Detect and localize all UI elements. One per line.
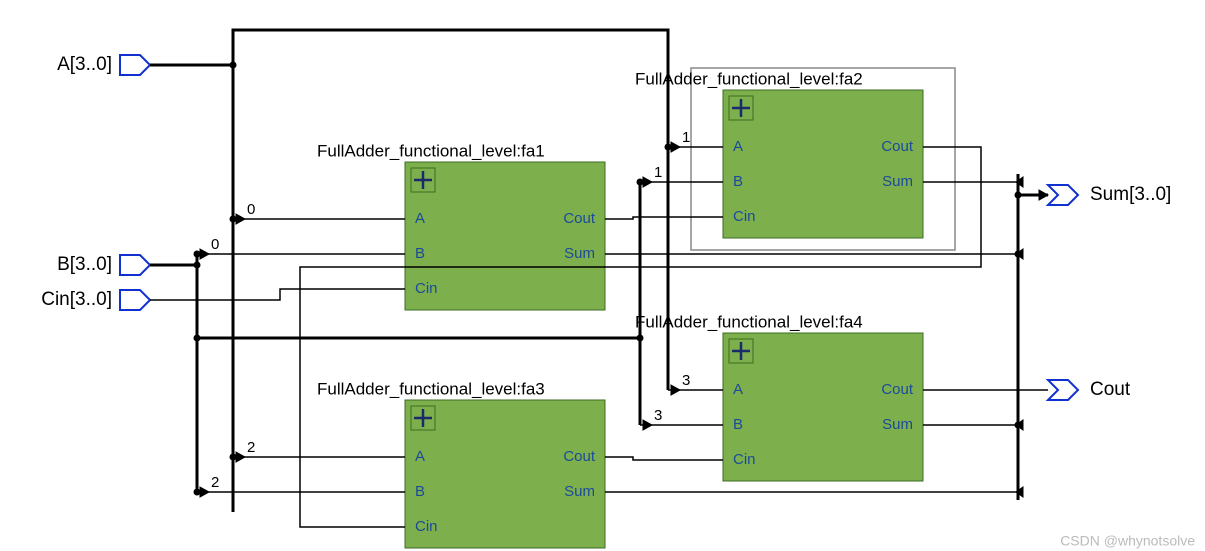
svg-text:Cout: Cout	[881, 381, 914, 398]
svg-text:A: A	[415, 210, 425, 227]
svg-text:Sum: Sum	[564, 483, 595, 500]
svg-text:B: B	[733, 173, 743, 190]
svg-text:2: 2	[247, 439, 255, 456]
block-title-fa1: FullAdder_functional_level:fa1	[317, 141, 545, 160]
input-pin-B[3..0]: B[3..0]	[57, 254, 150, 275]
svg-text:3: 3	[654, 407, 662, 424]
svg-text:B: B	[415, 483, 425, 500]
svg-text:Cin: Cin	[415, 518, 438, 535]
svg-text:Cin[3..0]: Cin[3..0]	[41, 289, 112, 310]
net-c1	[623, 217, 705, 219]
svg-text:0: 0	[247, 201, 255, 218]
svg-text:A: A	[415, 448, 425, 465]
svg-text:B: B	[415, 245, 425, 262]
svg-text:Cout: Cout	[563, 210, 596, 227]
svg-text:A: A	[733, 138, 743, 155]
block-fa1: FullAdder_functional_level:fa1 A B Cin Cout S…	[317, 141, 623, 310]
svg-text:Cin: Cin	[733, 208, 756, 225]
block-fa2: FullAdder_functional_level:fa2ABCinCoutS…	[635, 68, 955, 250]
input-pin-A[3..0]: A[3..0]	[57, 54, 150, 75]
net-Cin	[150, 289, 387, 300]
block-fa4: FullAdder_functional_level:fa4ABCinCoutS…	[635, 312, 941, 481]
svg-text:Sum: Sum	[564, 245, 595, 262]
svg-text:B: B	[733, 416, 743, 433]
svg-text:Sum: Sum	[882, 416, 913, 433]
schematic-canvas: A[3..0]B[3..0]Cin[3..0]Sum[3..0]CoutFull…	[0, 0, 1205, 551]
svg-text:1: 1	[654, 164, 662, 181]
block-title-fa3: FullAdder_functional_level:fa3	[317, 379, 545, 398]
svg-text:Cin: Cin	[733, 451, 756, 468]
block-fa3: FullAdder_functional_level:fa3 A B Cin Cout S…	[317, 379, 623, 548]
svg-text:Sum: Sum	[882, 173, 913, 190]
svg-text:A[3..0]: A[3..0]	[57, 54, 112, 75]
svg-text:2: 2	[211, 474, 219, 491]
output-pin-Sum[3..0]: Sum[3..0]	[1048, 184, 1171, 205]
svg-text:1: 1	[682, 129, 690, 146]
svg-text:0: 0	[211, 236, 219, 253]
svg-text:A: A	[733, 381, 743, 398]
net-c3	[623, 457, 705, 460]
svg-text:Sum[3..0]: Sum[3..0]	[1090, 184, 1171, 205]
svg-text:Cout: Cout	[563, 448, 596, 465]
svg-text:Cout: Cout	[881, 138, 914, 155]
watermark: CSDN @whynotsolve	[1060, 533, 1195, 549]
input-pin-Cin[3..0]: Cin[3..0]	[41, 289, 150, 310]
output-pin-Cout: Cout	[1048, 379, 1131, 400]
svg-text:Cout: Cout	[1090, 379, 1131, 400]
svg-text:Cin: Cin	[415, 280, 438, 297]
svg-text:B[3..0]: B[3..0]	[57, 254, 112, 275]
svg-text:3: 3	[682, 372, 690, 389]
